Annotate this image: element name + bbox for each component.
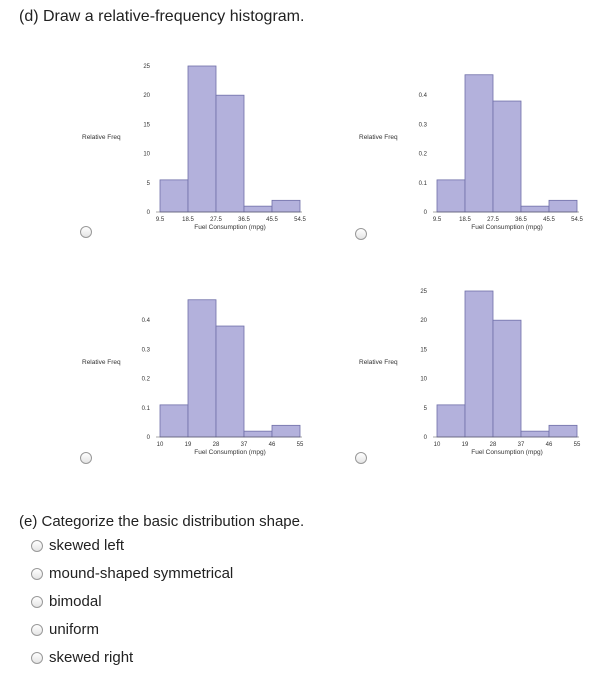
y-tick-label: 0.2	[142, 377, 151, 383]
histogram-bar	[464, 290, 494, 438]
histogram-bar	[492, 100, 522, 213]
x-tick-label: 19	[185, 442, 192, 448]
x-tick-label: 55	[297, 442, 304, 448]
histogram-bar	[548, 424, 578, 438]
part-e-title: (e) Categorize the basic distribution sh…	[19, 513, 305, 530]
y-axis-label: Relative Freq	[82, 359, 121, 366]
option-label: uniform	[49, 621, 100, 638]
x-tick-label: 18.5	[182, 217, 194, 223]
x-axis-label: Fuel Consumption (mpg)	[471, 449, 543, 456]
histogram-option-4: Relative Freq 0 5 10 15 20 25 10 19 28 37 46 55 Fuel …	[359, 289, 581, 456]
y-tick-label: 25	[143, 64, 150, 70]
y-tick-label: 10	[143, 152, 150, 158]
x-tick-label: 37	[241, 442, 248, 448]
y-tick-label: 10	[420, 377, 427, 383]
histogram-bar	[187, 299, 217, 438]
x-tick-label: 36.5	[238, 217, 250, 223]
y-tick-label: 5	[424, 406, 428, 412]
y-tick-label: 0.4	[419, 93, 428, 99]
radio-button[interactable]	[31, 651, 43, 664]
y-tick-label: 0.1	[419, 181, 428, 187]
histogram-bar	[520, 430, 550, 438]
y-tick-label: 20	[420, 318, 427, 324]
x-tick-label: 54.5	[294, 217, 306, 223]
y-tick-label: 25	[420, 289, 427, 295]
y-tick-label: 15	[420, 347, 427, 353]
histogram-bar	[548, 199, 578, 213]
x-tick-label: 27.5	[487, 217, 499, 223]
radio-button[interactable]	[31, 595, 43, 608]
part-d-title: (d) Draw a relative-frequency histogram.	[19, 8, 305, 25]
x-tick-label: 10	[157, 442, 164, 448]
x-tick-label: 55	[574, 442, 581, 448]
x-tick-label: 46	[269, 442, 276, 448]
histogram-option-1: Relative Freq 0 5 10 15 20 25 9.5 18.5 27.5 36.5 45…	[82, 64, 306, 231]
histogram-bar	[215, 325, 245, 438]
y-tick-label: 0	[147, 210, 151, 216]
histogram-option-4-radio[interactable]	[355, 452, 367, 464]
histogram-bar	[243, 430, 273, 438]
x-tick-label: 54.5	[571, 217, 583, 223]
histogram-bar	[215, 94, 245, 213]
x-tick-label: 9.5	[156, 217, 165, 223]
option-skewed-right[interactable]: skewed right	[31, 649, 133, 666]
option-mound-shaped-symmetrical[interactable]: mound-shaped symmetrical	[31, 565, 233, 582]
x-tick-label: 19	[462, 442, 469, 448]
histogram-bar	[159, 179, 189, 213]
radio-button[interactable]	[31, 539, 43, 552]
x-tick-label: 18.5	[459, 217, 471, 223]
option-label: skewed right	[49, 649, 134, 666]
histogram-bar	[436, 179, 466, 213]
x-tick-label: 36.5	[515, 217, 527, 223]
x-tick-label: 45.5	[266, 217, 278, 223]
histogram-option-2: Relative Freq 0 0.1 0.2 0.3 0.4 9.5 18.5 27.5 36.…	[359, 74, 583, 231]
x-tick-label: 45.5	[543, 217, 555, 223]
y-tick-label: 0	[424, 210, 428, 216]
option-uniform[interactable]: uniform	[31, 621, 99, 638]
histogram-bar	[243, 205, 273, 213]
y-axis-label: Relative Freq	[82, 134, 121, 141]
y-tick-label: 0.4	[142, 318, 151, 324]
x-tick-label: 37	[518, 442, 525, 448]
histogram-option-2-radio[interactable]	[355, 228, 367, 240]
x-tick-label: 46	[546, 442, 553, 448]
y-tick-label: 0	[147, 435, 151, 441]
x-axis-label: Fuel Consumption (mpg)	[471, 224, 543, 231]
x-tick-label: 10	[434, 442, 441, 448]
radio-button[interactable]	[31, 623, 43, 636]
histogram-option-3: Relative Freq 0 0.1 0.2 0.3 0.4 10 19 28 37 46 55 Fu…	[82, 299, 304, 456]
histogram-option-3-radio[interactable]	[80, 452, 92, 464]
y-tick-label: 20	[143, 93, 150, 99]
y-tick-label: 0.3	[419, 122, 428, 128]
y-axis-label: Relative Freq	[359, 359, 398, 366]
option-label: bimodal	[49, 593, 102, 610]
histogram-bar	[436, 404, 466, 438]
histogram-bar	[492, 319, 522, 438]
y-tick-label: 0.3	[142, 347, 151, 353]
x-tick-label: 28	[490, 442, 497, 448]
y-tick-label: 0.2	[419, 152, 428, 158]
x-axis-label: Fuel Consumption (mpg)	[194, 224, 266, 231]
x-tick-label: 28	[213, 442, 220, 448]
histogram-bar	[271, 199, 301, 213]
histogram-option-1-radio[interactable]	[80, 226, 92, 238]
histogram-bar	[464, 74, 494, 213]
option-label: skewed left	[49, 537, 125, 554]
option-bimodal[interactable]: bimodal	[31, 593, 102, 610]
histogram-bar	[159, 404, 189, 438]
x-axis-label: Fuel Consumption (mpg)	[194, 449, 266, 456]
y-tick-label: 0	[424, 435, 428, 441]
x-tick-label: 27.5	[210, 217, 222, 223]
radio-button[interactable]	[31, 567, 43, 580]
y-tick-label: 15	[143, 122, 150, 128]
histogram-bar	[271, 424, 301, 438]
option-skewed-left[interactable]: skewed left	[31, 537, 124, 554]
histogram-bar	[187, 65, 217, 213]
histogram-bar	[520, 205, 550, 213]
option-label: mound-shaped symmetrical	[49, 565, 234, 582]
y-tick-label: 0.1	[142, 406, 151, 412]
y-tick-label: 5	[147, 181, 151, 187]
y-axis-label: Relative Freq	[359, 134, 398, 141]
x-tick-label: 9.5	[433, 217, 442, 223]
